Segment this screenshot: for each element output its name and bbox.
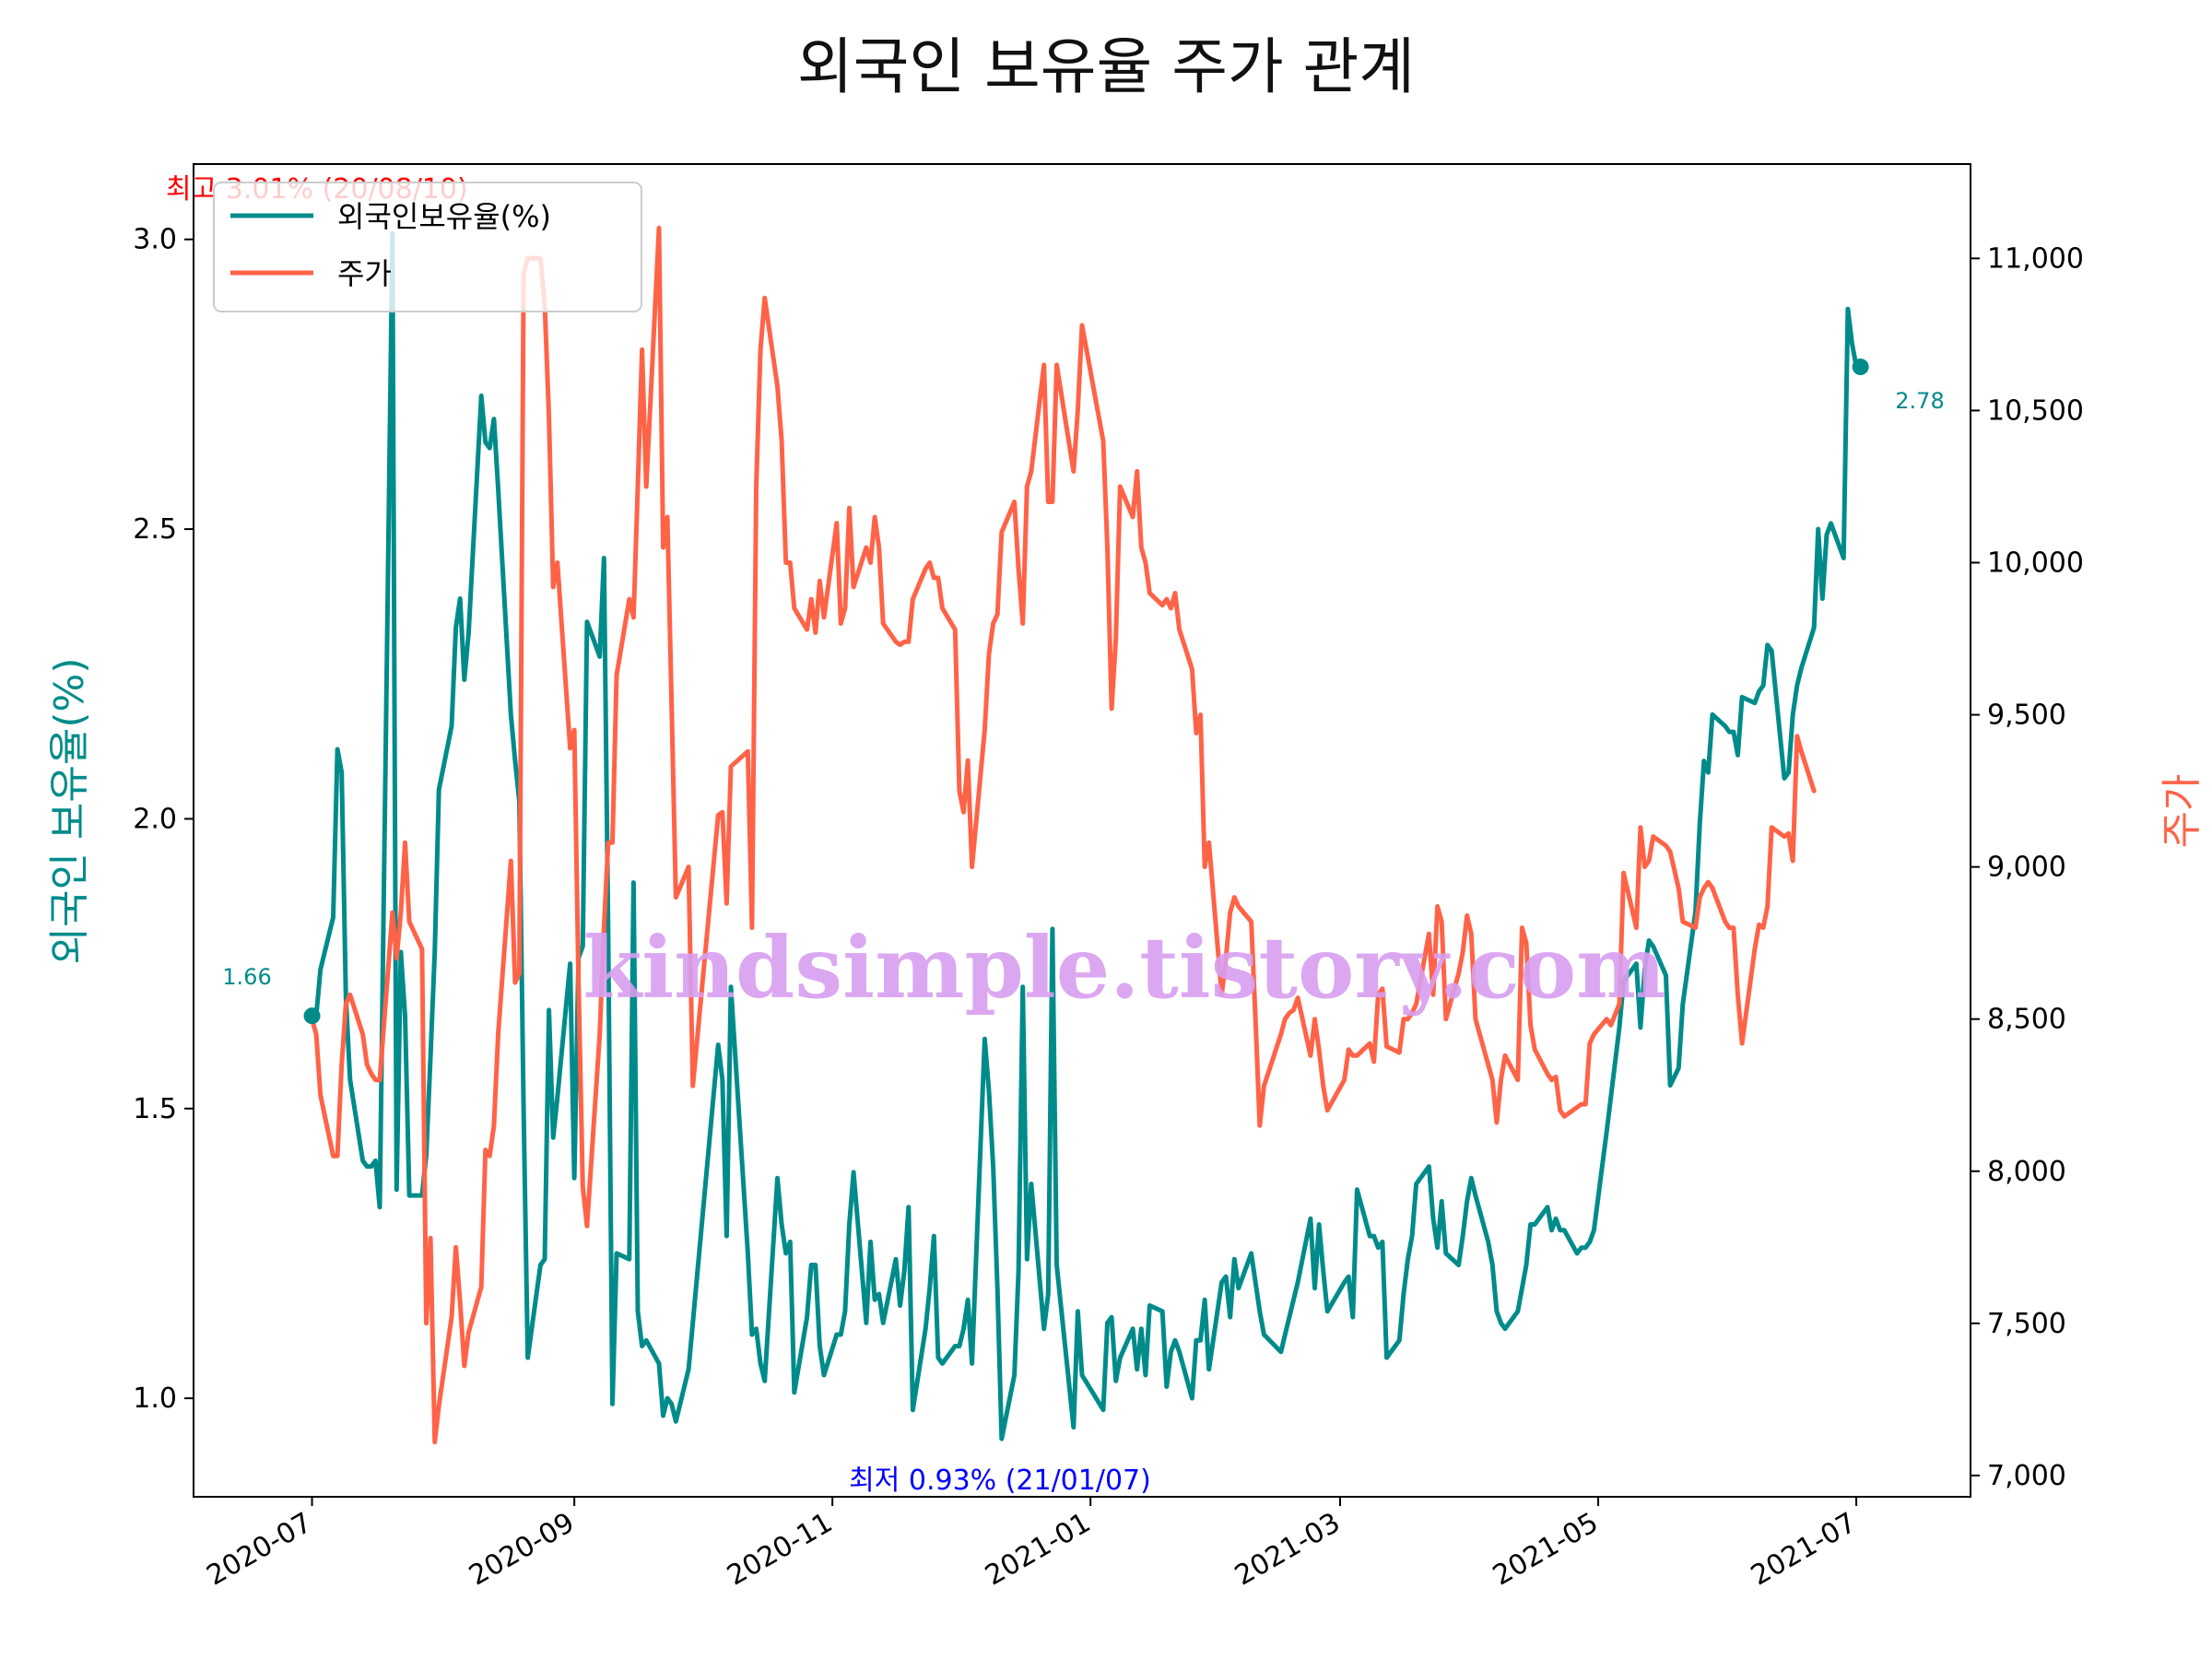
plot-lines	[310, 225, 1864, 1445]
y-right-tick-label: 10,500	[1987, 394, 2084, 427]
endpoint-markers	[303, 359, 1869, 1025]
y-right-tick-label: 11,000	[1987, 242, 2084, 275]
y-axis-right-label: 주가	[2159, 774, 2206, 849]
y-axis-right: 7,000 7,500 8,000 8,500 9,000 9,500 10,000 10,5…	[1971, 242, 2084, 1492]
y-left-tick-label: 2.5	[133, 513, 177, 546]
y-left-tick-label: 1.5	[133, 1093, 177, 1125]
y-right-tick-label: 8,000	[1987, 1156, 2066, 1188]
legend-box	[213, 182, 642, 312]
legend-label-price: 주가	[337, 256, 392, 291]
y-left-tick-label: 2.0	[133, 803, 177, 835]
foreign-ownership-line	[310, 230, 1864, 1441]
legend: 외국인보유율(%) 주가	[213, 182, 642, 312]
min-annotation: 최저 0.93% (21/01/07)	[849, 1465, 1151, 1497]
y-right-tick-label: 9,500	[1987, 700, 2066, 732]
y-right-tick-label: 9,000	[1987, 852, 2066, 884]
chart-title: 외국인 보유율 주가 관계	[797, 31, 1415, 102]
stock-price-line	[310, 225, 1817, 1445]
y-right-tick-label: 8,500	[1987, 1004, 2066, 1036]
y-right-tick-label: 7,500	[1987, 1308, 2066, 1340]
y-axis-left: 1.0 1.5 2.0 2.5 3.0	[133, 224, 194, 1415]
start-value-annotation: 1.66	[222, 964, 271, 990]
legend-label-foreign: 외국인보유율(%)	[337, 199, 551, 234]
watermark: kindsimple.tistory.com	[582, 918, 1665, 1018]
plot-frame	[193, 163, 1971, 1498]
y-axis-left-label: 외국인 보유율(%)	[46, 657, 93, 964]
y-left-tick-label: 1.0	[133, 1382, 177, 1415]
y-right-tick-label: 10,000	[1987, 547, 2084, 579]
start-point-marker	[303, 1007, 321, 1025]
y-left-tick-label: 3.0	[133, 224, 177, 256]
y-right-tick-label: 7,000	[1987, 1460, 2066, 1492]
end-value-annotation: 2.78	[1895, 388, 1944, 414]
end-point-marker	[1852, 359, 1869, 376]
